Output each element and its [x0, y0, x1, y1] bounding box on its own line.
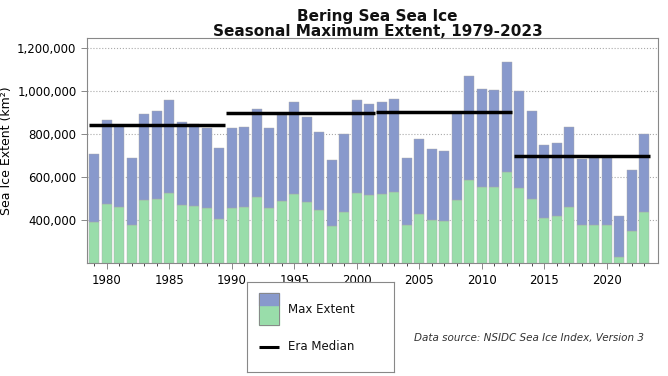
- Bar: [190, 206, 199, 306]
- Bar: [190, 124, 199, 206]
- Bar: [327, 226, 337, 306]
- Bar: [490, 187, 499, 306]
- Bar: [90, 154, 100, 222]
- Bar: [114, 207, 124, 306]
- Bar: [514, 188, 524, 306]
- Bar: [315, 211, 324, 306]
- Bar: [365, 195, 374, 306]
- Bar: [564, 127, 574, 208]
- Bar: [227, 128, 236, 208]
- Bar: [90, 222, 100, 306]
- Y-axis label: Sea Ice Extent (km²): Sea Ice Extent (km²): [0, 86, 13, 215]
- Bar: [402, 158, 411, 224]
- Bar: [539, 145, 549, 218]
- Text: Data source: NSIDC Sea Ice Index, Version 3: Data source: NSIDC Sea Ice Index, Versio…: [414, 334, 644, 343]
- Bar: [127, 224, 137, 306]
- Bar: [214, 148, 224, 219]
- Bar: [164, 100, 174, 193]
- Text: Seasonal Maximum Extent, 1979-2023: Seasonal Maximum Extent, 1979-2023: [212, 24, 542, 39]
- Bar: [464, 76, 474, 180]
- Bar: [564, 208, 574, 306]
- Bar: [639, 134, 649, 212]
- Bar: [427, 220, 437, 306]
- Bar: [440, 221, 449, 306]
- Bar: [214, 219, 224, 306]
- Bar: [252, 197, 262, 306]
- Bar: [577, 159, 587, 225]
- Bar: [627, 231, 637, 306]
- Bar: [302, 202, 312, 306]
- Bar: [289, 102, 299, 194]
- Bar: [339, 134, 349, 212]
- Bar: [365, 104, 374, 195]
- Bar: [352, 100, 361, 193]
- Bar: [352, 193, 361, 306]
- Bar: [227, 208, 236, 306]
- Bar: [177, 205, 186, 306]
- Bar: [277, 201, 287, 306]
- Text: Max Extent: Max Extent: [289, 303, 355, 315]
- Bar: [239, 127, 249, 208]
- Bar: [402, 224, 411, 306]
- Bar: [152, 199, 162, 306]
- Bar: [164, 193, 174, 306]
- Bar: [514, 91, 524, 188]
- Bar: [527, 111, 536, 199]
- Bar: [377, 194, 387, 306]
- Bar: [277, 115, 287, 201]
- Text: Era Median: Era Median: [289, 341, 355, 353]
- Bar: [427, 149, 437, 220]
- Bar: [602, 224, 612, 306]
- Bar: [252, 109, 262, 197]
- Bar: [639, 212, 649, 306]
- Bar: [315, 132, 324, 211]
- Bar: [502, 62, 512, 172]
- Bar: [440, 152, 449, 221]
- Bar: [464, 180, 474, 306]
- Bar: [339, 212, 349, 306]
- Bar: [552, 143, 562, 216]
- Bar: [140, 200, 149, 306]
- Bar: [577, 225, 587, 306]
- Bar: [502, 172, 512, 306]
- Bar: [389, 192, 399, 306]
- Text: Bering Sea Sea Ice: Bering Sea Sea Ice: [297, 9, 458, 24]
- Bar: [602, 158, 612, 224]
- Bar: [302, 117, 312, 202]
- Bar: [589, 158, 599, 224]
- Bar: [414, 139, 424, 214]
- Bar: [615, 216, 624, 256]
- Bar: [177, 123, 186, 205]
- Bar: [452, 200, 462, 306]
- Bar: [452, 113, 462, 200]
- Bar: [589, 224, 599, 306]
- Bar: [327, 160, 337, 226]
- Bar: [114, 126, 124, 207]
- Bar: [389, 99, 399, 192]
- Bar: [477, 89, 487, 187]
- Bar: [490, 90, 499, 187]
- Bar: [239, 208, 249, 306]
- Bar: [627, 170, 637, 231]
- Bar: [539, 218, 549, 306]
- Bar: [202, 208, 212, 306]
- Bar: [102, 120, 112, 204]
- Bar: [140, 114, 149, 200]
- Bar: [265, 128, 274, 208]
- Bar: [414, 214, 424, 306]
- Bar: [127, 158, 137, 224]
- Bar: [552, 216, 562, 306]
- Bar: [527, 199, 536, 306]
- Bar: [152, 111, 162, 199]
- Bar: [265, 208, 274, 306]
- Bar: [477, 187, 487, 306]
- Bar: [377, 102, 387, 194]
- Bar: [615, 256, 624, 306]
- Bar: [289, 194, 299, 306]
- Bar: [202, 128, 212, 208]
- Bar: [102, 204, 112, 306]
